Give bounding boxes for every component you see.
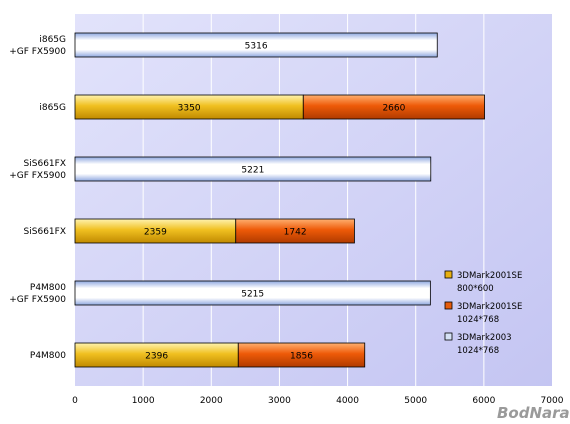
bar-segment — [74, 156, 432, 182]
bar-value-label: 2660 — [382, 104, 405, 114]
category-labels: i865G +GF FX5900 i865G SiS661FX +GF FX5900 Si… — [9, 35, 66, 361]
legend-swatch — [444, 332, 453, 341]
category-label: P4M800 +GF FX5900 — [9, 283, 66, 305]
x-tick-label: 0 — [72, 396, 78, 406]
x-tick-label: 4000 — [336, 396, 359, 406]
watermark: BodNara — [497, 404, 570, 422]
x-tick-label: 5000 — [404, 396, 427, 406]
legend: 3DMark2001SE 800*600 3DMark2001SE 1024*768 3… — [444, 270, 522, 356]
category-label: i865G +GF FX5900 — [9, 35, 66, 57]
legend-swatch — [444, 301, 453, 310]
legend-swatch — [444, 270, 453, 279]
bars: 5316 3350 2660 5221 2359 1742 5215 2396 1856 — [74, 32, 485, 368]
category-label: i865G — [39, 103, 66, 113]
bar-segment — [74, 342, 239, 368]
bar-value-label: 3350 — [178, 104, 201, 114]
category-label: SiS661FX +GF FX5900 — [9, 159, 66, 181]
bar-value-label: 1856 — [290, 352, 313, 362]
bar-value-label: 1742 — [284, 228, 307, 238]
x-tick-label: 1000 — [132, 396, 155, 406]
bar-segment — [74, 94, 304, 120]
bar-value-label: 5215 — [241, 290, 264, 300]
x-tick-label: 7000 — [541, 396, 564, 406]
bar-segment — [237, 342, 366, 368]
category-label: P4M800 — [30, 351, 66, 361]
bar-value-label: 5316 — [245, 42, 268, 52]
legend-label: 3DMark2003 1024*768 — [457, 333, 512, 356]
bar-segment — [74, 218, 237, 244]
bar-segment — [302, 94, 485, 120]
bar-value-label: 5221 — [241, 166, 264, 176]
plot-area — [75, 14, 552, 386]
x-tick-label: 6000 — [472, 396, 495, 406]
bar-value-label: 2396 — [145, 352, 168, 362]
legend-label: 3DMark2001SE 800*600 — [457, 271, 522, 294]
bar-value-label: 2359 — [144, 228, 167, 238]
bar-segment — [235, 218, 355, 244]
x-tick-label: 3000 — [268, 396, 291, 406]
category-label: SiS661FX — [24, 227, 66, 237]
bar-segment — [74, 32, 438, 58]
x-tick-label: 2000 — [200, 396, 223, 406]
x-tick-labels: 0 1000 2000 3000 4000 5000 6000 7000 — [72, 396, 564, 406]
bar-segment — [74, 280, 431, 306]
grid-lines — [142, 14, 485, 386]
legend-label: 3DMark2001SE 1024*768 — [457, 302, 522, 325]
